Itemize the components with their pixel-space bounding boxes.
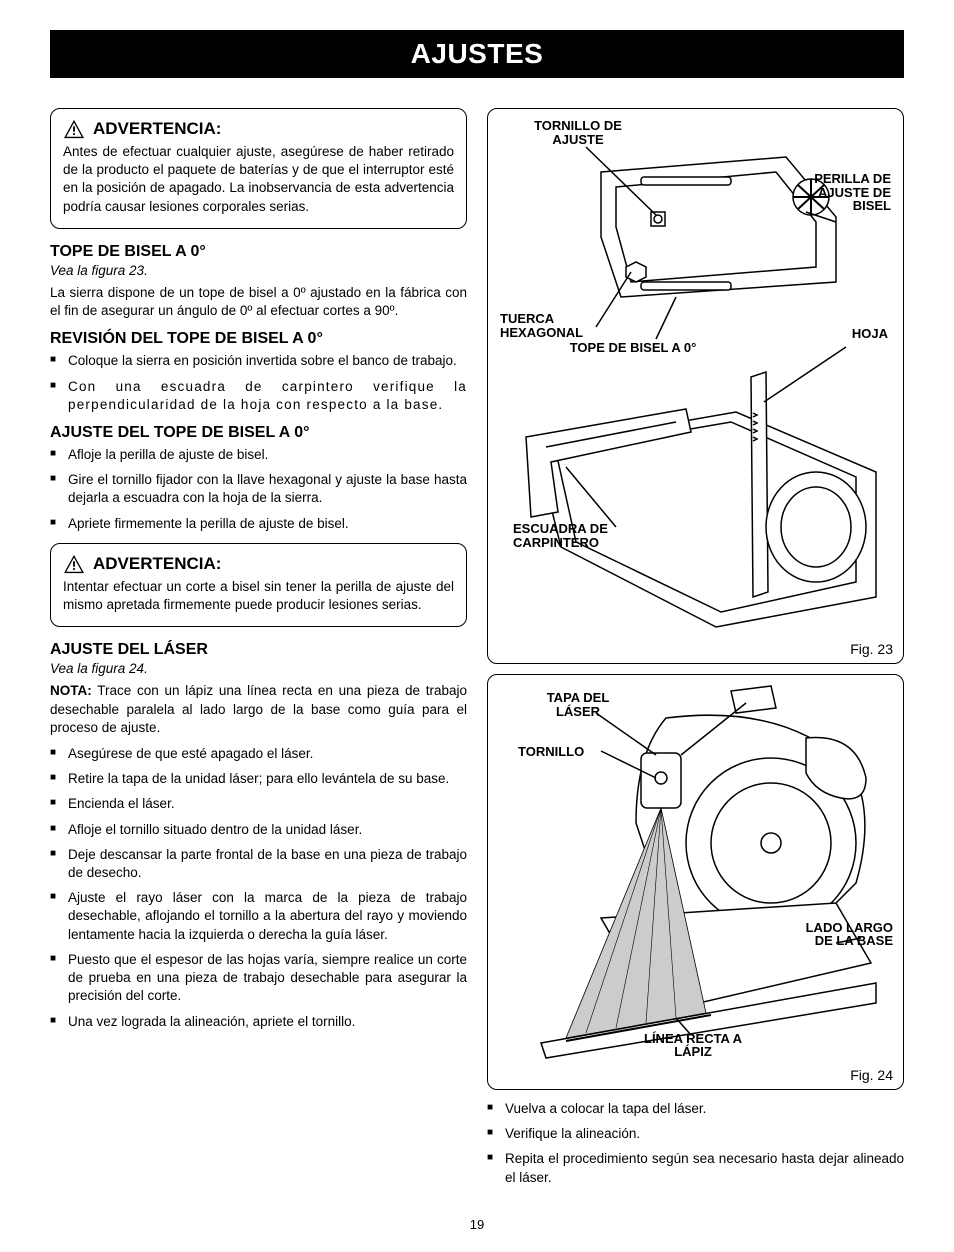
list-item: Asegúrese de que esté apagado el láser. <box>50 745 467 763</box>
list-item: Una vez lograda la alineación, apriete e… <box>50 1013 467 1031</box>
label-perilla: PERILLA DE AJUSTE DE BISEL <box>801 172 891 213</box>
warning-header: ADVERTENCIA: <box>63 119 454 139</box>
warning-icon <box>63 554 85 574</box>
list-item: Gire el tornillo fijador con la llave he… <box>50 471 467 507</box>
list-item: Verifique la alineación. <box>487 1125 904 1143</box>
left-column: ADVERTENCIA: Antes de efectuar cualquier… <box>50 108 467 1197</box>
warning-label: ADVERTENCIA: <box>93 119 221 139</box>
warning-box-2: ADVERTENCIA: Intentar efectuar un corte … <box>50 543 467 627</box>
label-hoja: HOJA <box>838 327 888 341</box>
heading-revision: REVISIÓN DEL TOPE DE BISEL A 0° <box>50 330 467 348</box>
label-lado: LADO LARGO DE LA BASE <box>793 921 893 948</box>
label-tapa: TAPA DEL LÁSER <box>538 691 618 718</box>
label-linea: LÍNEA RECTA A LÁPIZ <box>628 1032 758 1059</box>
laser-list: Asegúrese de que esté apagado el láser. … <box>50 745 467 1031</box>
list-item: Coloque la sierra en posición invertida … <box>50 352 467 370</box>
page-number: 19 <box>50 1217 904 1232</box>
list-item: Deje descansar la parte frontal de la ba… <box>50 846 467 882</box>
figref-24: Vea la figura 24. <box>50 661 467 676</box>
nota-text: Trace con un lápiz una línea recta en un… <box>50 683 467 734</box>
right-column: TORNILLO DE AJUSTE PERILLA DE AJUSTE DE … <box>487 108 904 1197</box>
diagram-24-svg <box>506 683 886 1063</box>
warning-icon <box>63 119 85 139</box>
figref-23: Vea la figura 23. <box>50 263 467 278</box>
warning-label: ADVERTENCIA: <box>93 554 221 574</box>
label-escuadra: ESCUADRA DE CARPINTERO <box>513 522 623 549</box>
list-item: Retire la tapa de la unidad láser; para … <box>50 770 467 788</box>
list-item: Vuelva a colocar la tapa del láser. <box>487 1100 904 1118</box>
revision-list: Coloque la sierra en posición invertida … <box>50 352 467 414</box>
para-tope: La sierra dispone de un tope de bisel a … <box>50 284 467 320</box>
label-tornillo-ajuste: TORNILLO DE AJUSTE <box>528 119 628 146</box>
list-item: Puesto que el espesor de las hojas varía… <box>50 951 467 1006</box>
list-item: Ajuste el rayo láser con la marca de la … <box>50 889 467 944</box>
list-item: Repita el procedimiento según sea necesa… <box>487 1150 904 1186</box>
heading-ajuste-tope: AJUSTE DEL TOPE DE BISEL A 0° <box>50 424 467 442</box>
page-title: AJUSTES <box>50 30 904 78</box>
list-item: Afloje la perilla de ajuste de bisel. <box>50 446 467 464</box>
list-item: Afloje el tornillo situado dentro de la … <box>50 821 467 839</box>
fig24-caption: Fig. 24 <box>498 1067 893 1083</box>
warning-text: Intentar efectuar un corte a bisel sin t… <box>63 578 454 614</box>
list-item: Con una escuadra de carpintero verifique… <box>50 378 467 414</box>
right-bullets: Vuelva a colocar la tapa del láser. Veri… <box>487 1100 904 1187</box>
warning-text: Antes de efectuar cualquier ajuste, aseg… <box>63 143 454 216</box>
list-item: Encienda el láser. <box>50 795 467 813</box>
columns-container: ADVERTENCIA: Antes de efectuar cualquier… <box>50 108 904 1197</box>
label-tuerca: TUERCA HEXAGONAL <box>500 312 590 339</box>
ajuste-tope-list: Afloje la perilla de ajuste de bisel. Gi… <box>50 446 467 533</box>
heading-tope: TOPE DE BISEL A 0° <box>50 243 467 261</box>
label-tornillo: TORNILLO <box>518 745 598 759</box>
figure-24: TAPA DEL LÁSER TORNILLO LADO LARGO DE LA… <box>487 674 904 1090</box>
nota-label: NOTA: <box>50 683 92 698</box>
warning-box-1: ADVERTENCIA: Antes de efectuar cualquier… <box>50 108 467 229</box>
warning-header: ADVERTENCIA: <box>63 554 454 574</box>
para-nota: NOTA: Trace con un lápiz una línea recta… <box>50 682 467 737</box>
figure-23: TORNILLO DE AJUSTE PERILLA DE AJUSTE DE … <box>487 108 904 664</box>
label-tope: TOPE DE BISEL A 0° <box>558 341 708 355</box>
list-item: Apriete firmemente la perilla de ajuste … <box>50 515 467 533</box>
fig23-caption: Fig. 23 <box>498 641 893 657</box>
heading-laser: AJUSTE DEL LÁSER <box>50 641 467 659</box>
